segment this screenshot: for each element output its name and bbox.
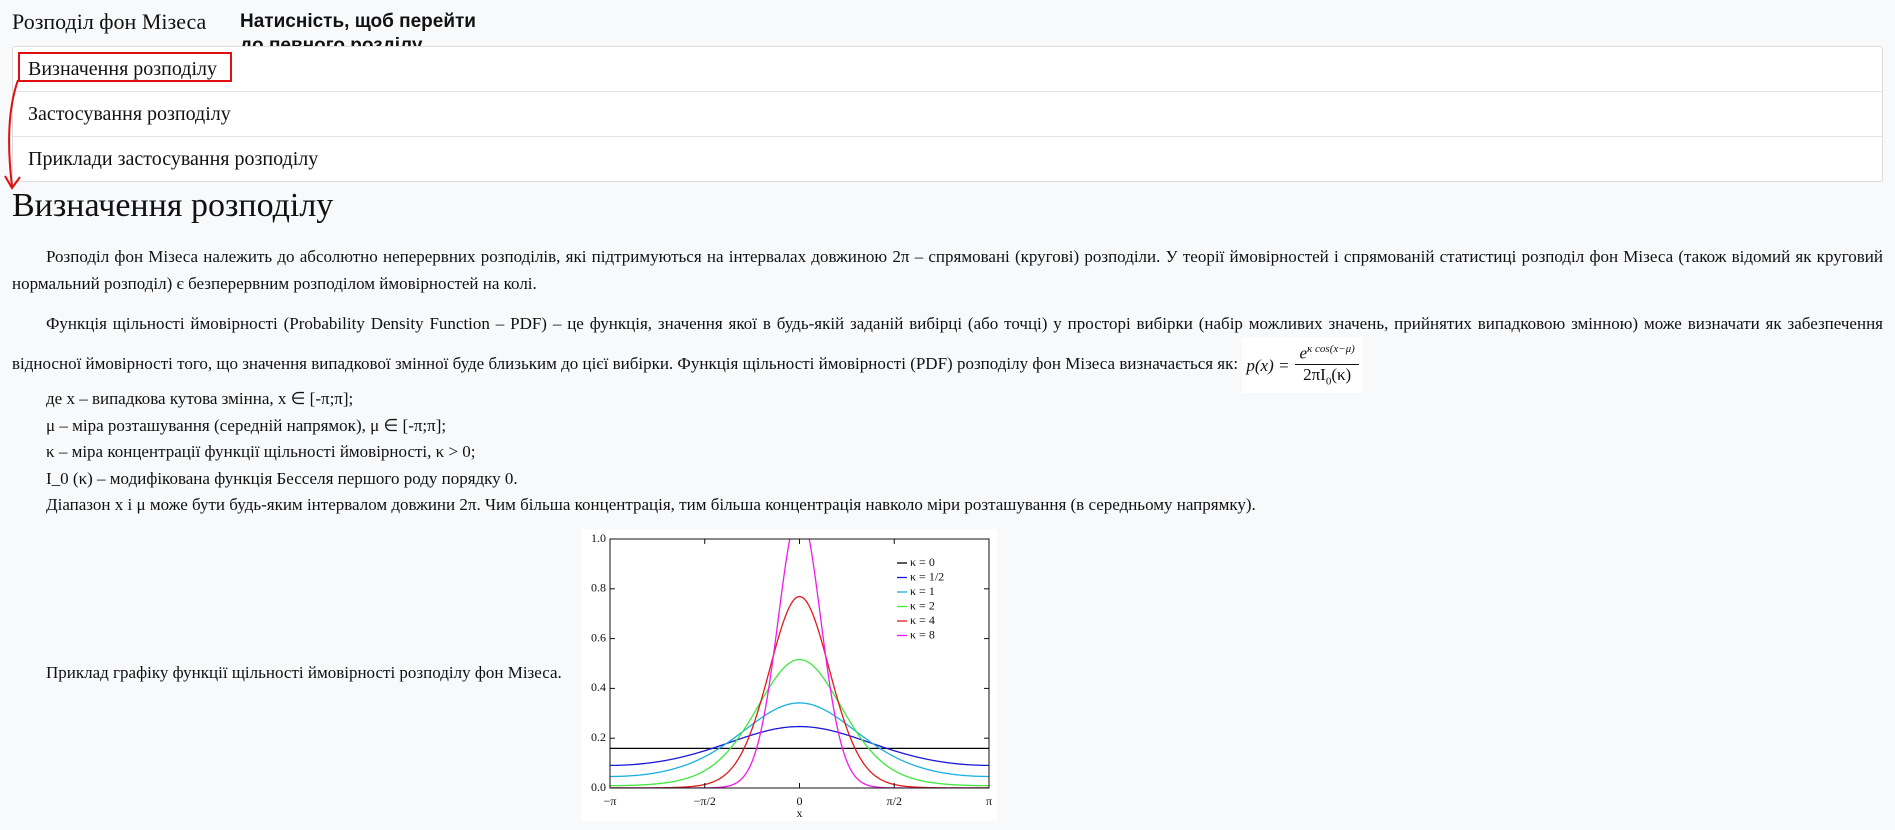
y-tick-label: 0.4 bbox=[591, 680, 606, 694]
legend-label: κ = 1/2 bbox=[910, 569, 944, 583]
nav-item[interactable]: Приклади застосування розподілу bbox=[13, 136, 1882, 181]
y-tick-label: 0.6 bbox=[591, 630, 606, 644]
page-title: Розподіл фон Мізеса bbox=[12, 9, 207, 34]
nav-item[interactable]: Застосування розподілу bbox=[13, 91, 1882, 136]
x-tick-label: 0 bbox=[797, 794, 803, 808]
pdf-curve bbox=[610, 658, 989, 787]
fraction: eκ cos(x−μ) 2πI0(κ) bbox=[1295, 339, 1359, 391]
paragraph: Розподіл фон Мізеса належить до абсолютн… bbox=[12, 247, 1883, 293]
x-tick-label: −π bbox=[604, 794, 617, 808]
definition-line: Діапазон x і μ може бути будь-яким інтер… bbox=[46, 495, 1256, 515]
pdf-curve bbox=[610, 702, 989, 778]
annotation-arrow bbox=[4, 79, 21, 190]
formula-lhs: p(x) = bbox=[1246, 355, 1290, 375]
x-tick-label: π/2 bbox=[887, 794, 902, 808]
formula: p(x) = eκ cos(x−μ) 2πI0(κ) bbox=[1242, 337, 1363, 394]
formula-exponent: κ cos(x−μ) bbox=[1307, 343, 1355, 355]
y-tick-label: 0.0 bbox=[591, 780, 606, 794]
definition-line: I_0 (κ) – модифікована функція Бесселя п… bbox=[46, 468, 518, 488]
y-tick-label: 0.8 bbox=[591, 581, 606, 595]
highlight-box bbox=[18, 52, 232, 82]
definition-list: де x – випадкова кутова змінна, x ∈ [-π;… bbox=[46, 386, 1256, 519]
numerator: eκ cos(x−μ) bbox=[1295, 339, 1359, 365]
section-nav: Визначення розподілу Застосування розпод… bbox=[12, 46, 1883, 182]
denominator-main: 2πI bbox=[1303, 364, 1326, 384]
x-tick-label: π bbox=[986, 794, 992, 808]
definition-line: κ – міра концентрації функції щільності … bbox=[46, 442, 476, 462]
pdf-curve bbox=[610, 725, 989, 767]
legend-label: κ = 8 bbox=[910, 627, 935, 641]
paragraph: Функція щільності ймовірності (Probabili… bbox=[12, 310, 1883, 394]
denominator-tail: (κ) bbox=[1331, 364, 1352, 384]
x-axis-label: x bbox=[797, 806, 803, 820]
figure-caption: Приклад графіку функції щільності ймовір… bbox=[46, 663, 562, 682]
section-heading: Визначення розподілу bbox=[12, 187, 334, 224]
definition-line: де x – випадкова кутова змінна, x ∈ [-π;… bbox=[46, 389, 354, 408]
nav-item[interactable]: Визначення розподілу bbox=[28, 58, 218, 80]
y-tick-label: 0.2 bbox=[591, 730, 606, 744]
definition-line: μ – міра розташування (середній напрямок… bbox=[46, 415, 447, 435]
annotation-line: Натисність, щоб перейти bbox=[240, 11, 476, 32]
x-tick-label: −π/2 bbox=[694, 794, 716, 808]
legend-label: κ = 0 bbox=[910, 555, 935, 569]
paragraph-text: Функція щільності ймовірності (Probabili… bbox=[12, 314, 1883, 373]
denominator-sub: 0 bbox=[1325, 375, 1332, 388]
y-tick-label: 1.0 bbox=[591, 531, 606, 545]
legend-label: κ = 2 bbox=[910, 598, 935, 612]
formula-base: e bbox=[1299, 343, 1307, 363]
legend-label: κ = 4 bbox=[910, 613, 935, 627]
denominator: 2πI0(κ) bbox=[1303, 365, 1351, 391]
pdf-chart: x 0.00.20.40.60.81.0−π −π/2 0 π/2 πκ = 0κ = … bbox=[581, 529, 997, 821]
legend-label: κ = 1 bbox=[910, 584, 935, 598]
